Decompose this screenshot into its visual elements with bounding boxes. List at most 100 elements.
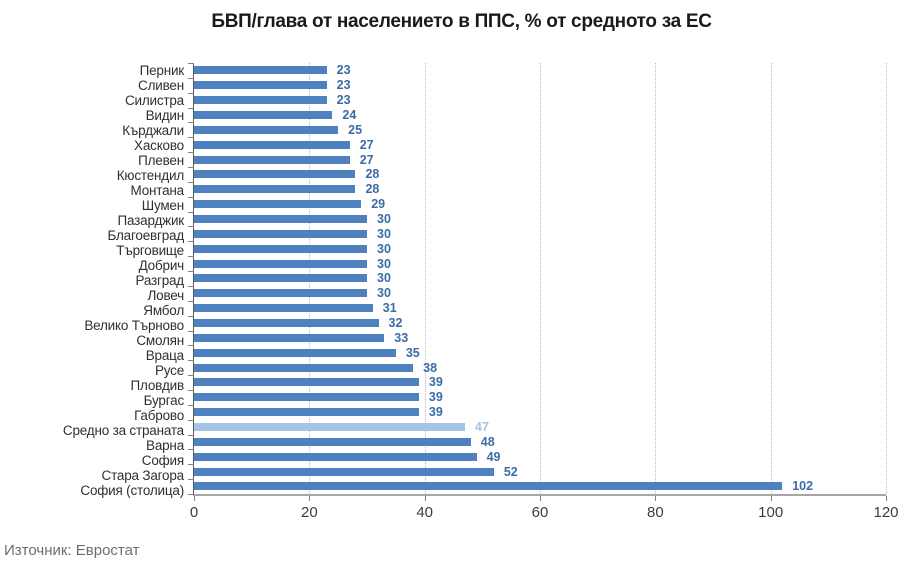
y-axis-tick [188,92,194,94]
x-axis-tick [309,496,311,501]
bar-value-label: 27 [359,152,374,167]
category-label: София [141,453,184,468]
bar [194,304,373,313]
y-axis-tick [188,226,194,228]
bar-value-label: 23 [336,93,351,108]
bar-row: 102 [194,479,886,494]
y-axis-tick [188,434,194,436]
bar [194,423,466,432]
x-axis-tick-label: 100 [758,504,784,521]
bar-value-label: 47 [475,420,489,435]
y-axis-tick [188,122,194,124]
bar-value-label: 30 [377,256,391,271]
bar [194,125,339,134]
bar [194,66,327,75]
y-axis-tick [188,345,194,347]
bar-value-label: 24 [342,108,357,122]
bar-row: 30 [194,271,886,286]
category-label: Благоевград [107,228,184,243]
bar-value-label: 38 [423,360,438,375]
y-axis-tick [188,211,194,213]
bar-value-label: 39 [428,375,443,390]
category-label: Добрич [138,258,185,273]
bar-value-label: 23 [336,78,351,93]
bar [194,363,414,372]
category-label: Видин [145,108,185,123]
bar-row: 27 [194,137,886,152]
bar-row: 28 [194,167,886,182]
category-label: Силистра [124,93,184,108]
bar [194,437,471,446]
bar-row: 23 [194,63,886,78]
y-axis-tick [188,389,194,391]
category-label: Средно за страната [62,423,184,438]
y-axis-tick [188,360,194,362]
bar [194,289,367,298]
chart-title: БВП/глава от населението в ППС, % от сре… [211,11,712,32]
category-label: Пазарджик [117,213,184,228]
x-axis-tick-label: 80 [646,504,664,521]
category-label: Варна [146,438,184,453]
bar-row: 31 [194,301,886,316]
bar-row: 25 [194,122,886,137]
bar [194,81,327,90]
y-axis-tick [188,77,194,79]
bar [194,452,477,461]
gridline [540,63,541,494]
bar-row: 35 [194,345,886,360]
y-axis-tick [188,404,194,406]
bar-value-label: 102 [792,479,814,494]
bar-value-label: 29 [371,197,386,212]
y-axis-tick [188,107,194,109]
bar-row: 30 [194,212,886,227]
bar [194,185,356,194]
category-label: Ямбол [143,303,184,318]
bar-row: 52 [194,464,886,479]
bar-value-label: 48 [480,434,495,449]
bar-value-label: 30 [377,286,391,301]
y-axis-tick [188,137,194,139]
category-label: Кърджали [122,123,184,138]
x-axis-tick [424,496,426,501]
y-axis-tick [188,271,194,273]
category-label: Монтана [130,183,185,198]
x-axis-tick-label: 40 [416,504,433,521]
category-label: Враца [145,348,184,363]
bar-value-label: 32 [388,316,403,331]
gridline [770,63,772,494]
bar-value-label: 52 [503,464,518,479]
bar-value-label: 39 [428,405,443,420]
y-axis-tick [188,479,194,481]
bar-value-label: 31 [382,301,397,316]
bar-value-label: 39 [428,390,443,405]
y-axis-tick [188,63,194,64]
category-label: Стара Загора [101,468,185,483]
gridline [424,63,426,494]
bar-row: 47 [194,420,886,435]
bar-value-label: 30 [377,241,391,256]
category-label: София (столица) [80,483,184,498]
bar-value-label: 30 [377,271,391,286]
bar [194,393,419,402]
category-label: Бургас [143,393,185,408]
bar-row: 48 [194,434,886,449]
category-label: Сливен [138,78,184,93]
bar [194,319,379,328]
bar-row: 33 [194,330,886,345]
x-axis-tick [540,496,541,501]
x-axis-tick-label: 120 [873,504,899,521]
bar-row: 27 [194,152,886,167]
bar [194,140,350,149]
y-axis-tick [188,167,194,169]
bar [194,378,419,387]
category-label: Ловеч [147,288,185,303]
bar-row: 28 [194,182,886,197]
y-axis-tick [188,196,194,198]
bar [194,259,367,268]
bar-value-label: 27 [359,137,374,152]
bar-row: 49 [194,449,886,464]
bar [194,96,327,105]
y-axis-tick [188,419,194,421]
category-label: Кюстендил [116,168,184,183]
